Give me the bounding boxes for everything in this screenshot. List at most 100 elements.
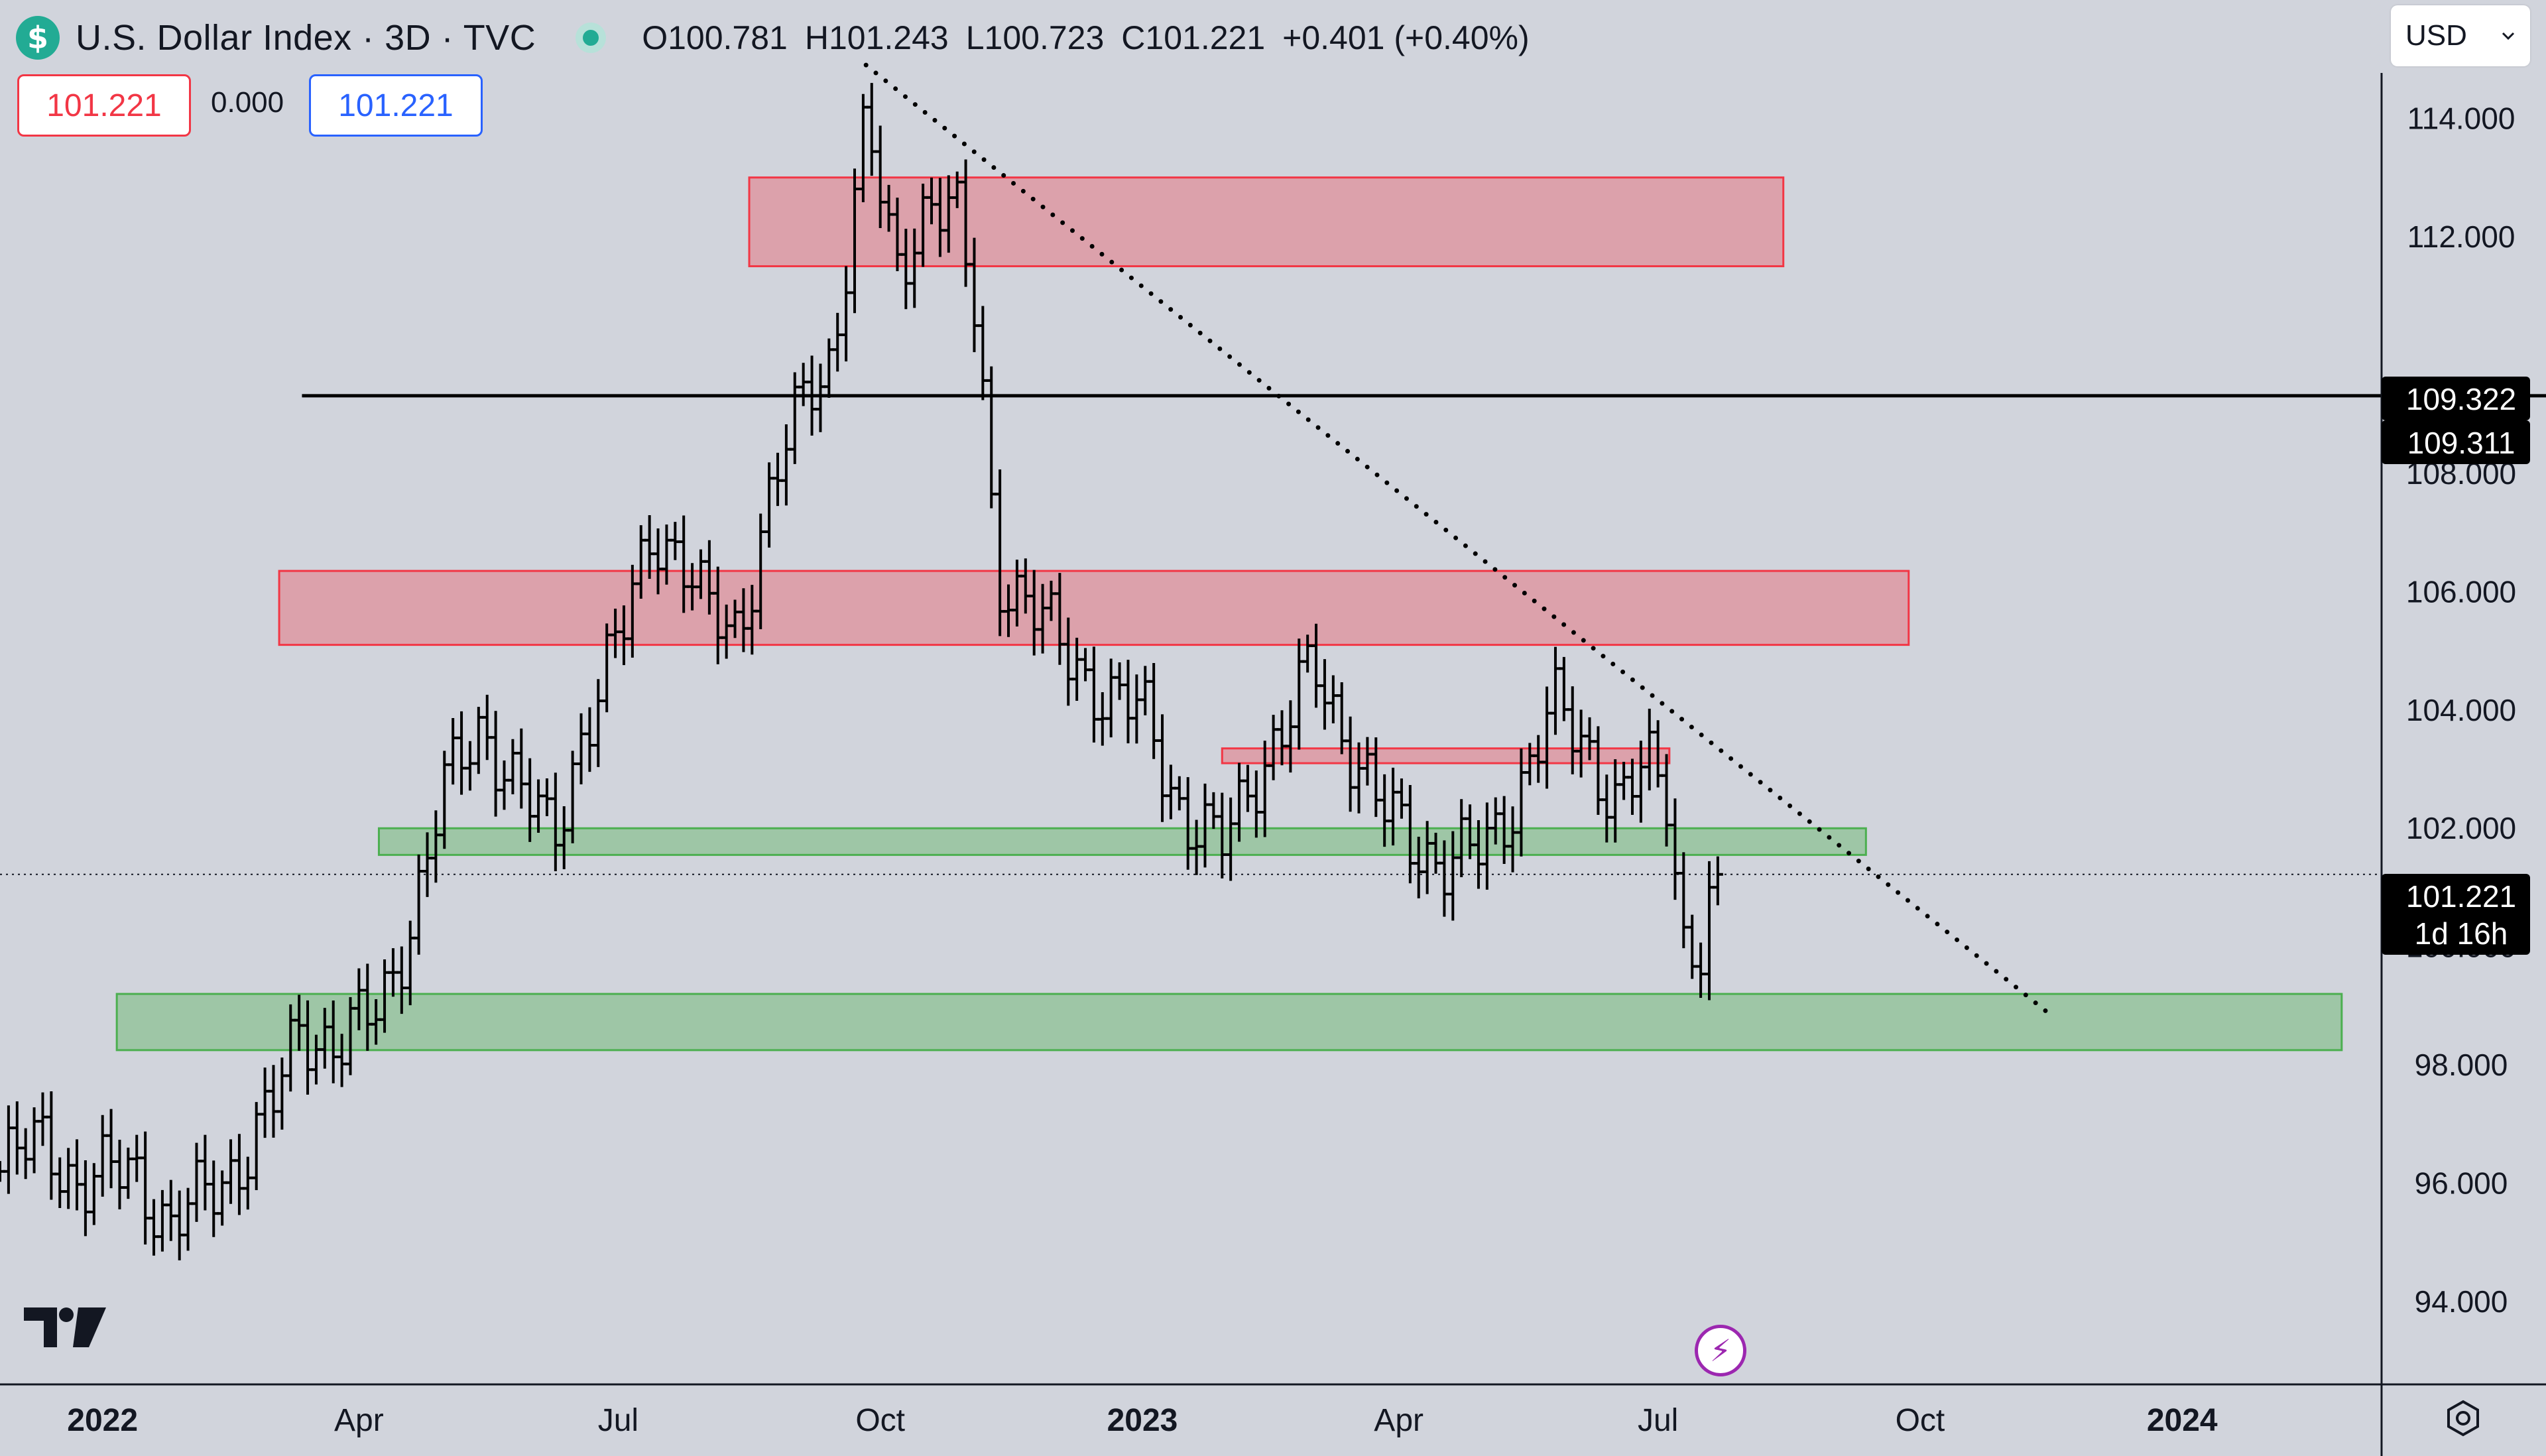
ohlc-bar bbox=[1319, 659, 1330, 730]
ohlc-bar bbox=[191, 1142, 202, 1222]
ohlc-bar bbox=[1712, 856, 1723, 906]
ohlc-bar bbox=[815, 363, 826, 432]
ohlc-bar bbox=[1114, 662, 1125, 700]
ohlc-bar bbox=[200, 1134, 211, 1211]
ohlc-bar bbox=[1088, 646, 1099, 743]
ohlc-bar bbox=[404, 920, 416, 1006]
time-tick-label: Oct bbox=[1896, 1403, 1945, 1438]
ohlc-bar bbox=[80, 1160, 91, 1237]
ohlc-bar bbox=[1140, 666, 1151, 715]
time-tick-label: 2024 bbox=[2147, 1403, 2218, 1438]
chart-header: $ U.S. Dollar Index · 3D · TVC O100.781 … bbox=[16, 9, 1530, 66]
ohlc-bar bbox=[37, 1092, 48, 1146]
demand-zone-4 bbox=[115, 993, 2343, 1052]
ohlc-bar bbox=[1105, 658, 1117, 738]
price-tick-label: 94.000 bbox=[2415, 1284, 2508, 1319]
ohlc-bar bbox=[88, 1163, 99, 1225]
price-tick-label: 112.000 bbox=[2407, 219, 2516, 254]
ohlc-bar bbox=[242, 1156, 253, 1210]
lines-layer bbox=[0, 62, 2546, 1020]
low-value: L100.723 bbox=[965, 19, 1105, 56]
trend-line bbox=[863, 62, 2057, 1020]
lightning-icon[interactable]: ⚡ bbox=[1695, 1325, 1746, 1376]
ohlc-bar bbox=[208, 1160, 219, 1237]
ohlc-bar bbox=[72, 1139, 83, 1211]
ohlc-bar bbox=[1575, 709, 1587, 778]
ohlc-bar bbox=[1080, 648, 1091, 682]
ohlc-bar bbox=[764, 462, 775, 548]
ohlc-bar bbox=[217, 1170, 228, 1226]
ohlc-bar bbox=[233, 1134, 245, 1215]
ohlc-bar bbox=[1165, 764, 1176, 819]
time-tick-label: Jul bbox=[598, 1403, 638, 1438]
ohlc-bar bbox=[550, 772, 561, 871]
ohlc-bar bbox=[1703, 861, 1715, 1001]
symbol-title[interactable]: U.S. Dollar Index · 3D · TVC bbox=[76, 18, 536, 58]
ohlc-bar bbox=[1593, 726, 1604, 815]
ohlc-bar bbox=[1327, 675, 1339, 723]
dollar-icon[interactable]: $ bbox=[16, 16, 60, 60]
gear-icon[interactable] bbox=[2444, 1399, 2482, 1437]
ohlc-bar bbox=[464, 741, 475, 791]
tradingview-logo-icon[interactable] bbox=[24, 1304, 106, 1353]
ohlc-bar bbox=[823, 338, 835, 398]
time-tick-label: Oct bbox=[855, 1403, 905, 1438]
ohlc-bar bbox=[413, 854, 424, 955]
ohlc-bar bbox=[448, 718, 459, 785]
zones-layer bbox=[115, 176, 2343, 1052]
ohlc-bar bbox=[174, 1190, 185, 1260]
ohlc-bar bbox=[54, 1157, 66, 1209]
time-tick-label: Apr bbox=[1374, 1403, 1424, 1438]
high-value: H101.243 bbox=[804, 19, 949, 56]
currency-select[interactable]: USD bbox=[2391, 5, 2530, 66]
ohlc-bar bbox=[1626, 758, 1638, 815]
buy-button[interactable]: 101.221 bbox=[309, 74, 483, 137]
ohlc-bar bbox=[1294, 638, 1305, 750]
ohlc-bar bbox=[1678, 852, 1689, 949]
ohlc-bar bbox=[123, 1147, 134, 1199]
ohlc-bar bbox=[481, 694, 493, 760]
ohlc-readout: O100.781 H101.243 L100.723 C101.221 +0.4… bbox=[642, 19, 1529, 57]
price-label-box bbox=[2382, 420, 2530, 464]
time-tick-label: Apr bbox=[334, 1403, 384, 1438]
supply-zone-2 bbox=[1221, 747, 1671, 764]
price-label-text: 109.322 bbox=[2406, 382, 2516, 416]
ohlc-bar bbox=[3, 1105, 14, 1194]
ohlc-bar bbox=[97, 1115, 108, 1197]
ohlc-bar bbox=[156, 1189, 168, 1252]
ohlc-bar bbox=[20, 1128, 31, 1180]
ohlc-bar bbox=[1618, 761, 1630, 800]
ohlc-bar bbox=[105, 1109, 117, 1189]
demand-zone-3 bbox=[377, 827, 1867, 856]
ohlc-bar bbox=[1071, 637, 1083, 701]
ohlc-bar bbox=[541, 778, 552, 817]
ohlc-bar bbox=[1695, 942, 1707, 998]
ohlc-bar bbox=[1242, 764, 1253, 812]
ohlc-bar bbox=[1122, 660, 1134, 744]
ohlc-bar bbox=[1174, 776, 1185, 811]
price-tick-label: 104.000 bbox=[2406, 693, 2516, 727]
ohlc-bar bbox=[593, 679, 604, 767]
supply-zone-0 bbox=[748, 176, 1785, 268]
ohlc-bar bbox=[1558, 656, 1569, 721]
ohlc-bar bbox=[644, 515, 655, 579]
axes-layer: 114.000112.000108.000106.000104.000102.0… bbox=[0, 73, 2546, 1456]
ohlc-bar bbox=[225, 1139, 237, 1204]
price-tick-label: 98.000 bbox=[2415, 1048, 2508, 1082]
price-label-box bbox=[2382, 874, 2530, 955]
ohlc-bar bbox=[576, 713, 587, 785]
time-tick-label: 2023 bbox=[1107, 1403, 1178, 1438]
sell-button[interactable]: 101.221 bbox=[17, 74, 191, 137]
ohlc-bar bbox=[977, 306, 989, 400]
ohlc-bar bbox=[780, 424, 792, 506]
change-value: +0.401 (+0.40%) bbox=[1282, 19, 1530, 56]
ohlc-bar bbox=[46, 1091, 57, 1200]
time-tick-label: Jul bbox=[1638, 1403, 1678, 1438]
market-status-dot-icon[interactable] bbox=[576, 23, 607, 53]
price-tick-label: 114.000 bbox=[2407, 101, 2516, 135]
ohlc-bar bbox=[1549, 646, 1561, 735]
ohlc-bars bbox=[0, 83, 1723, 1260]
ohlc-bar bbox=[165, 1180, 176, 1241]
ohlc-bar bbox=[1396, 778, 1407, 819]
